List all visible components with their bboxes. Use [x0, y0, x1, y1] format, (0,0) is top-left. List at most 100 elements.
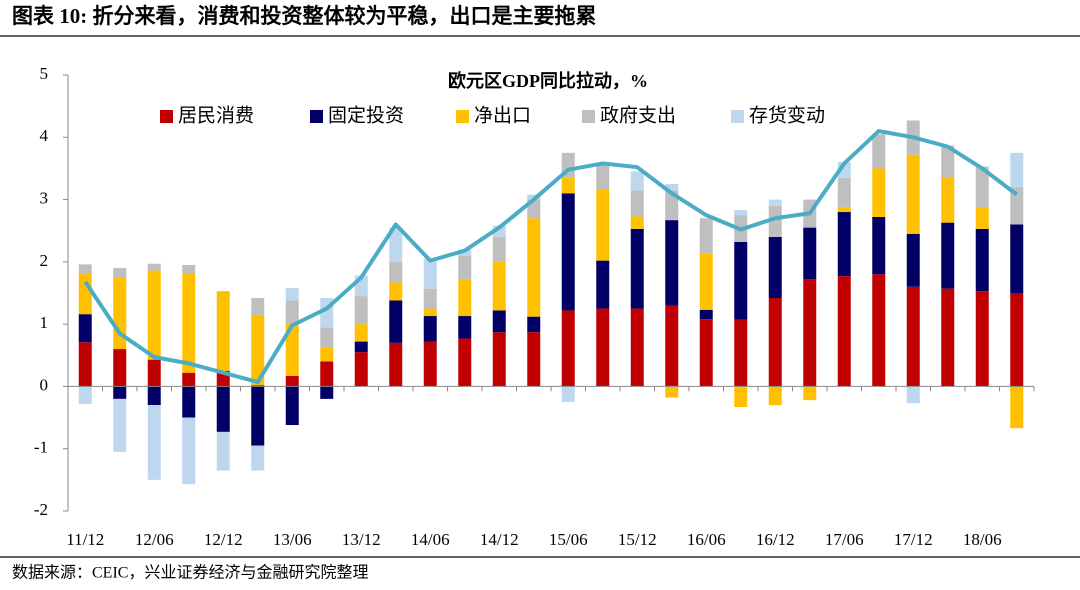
legend-label: 政府支出 — [600, 104, 676, 126]
x-tick-label: 12/12 — [204, 530, 243, 549]
bar-segment — [527, 218, 541, 317]
bar-segment — [78, 342, 92, 387]
bar-segment — [389, 300, 403, 343]
legend-label: 居民消费 — [178, 104, 254, 126]
bar-segment — [492, 225, 506, 237]
bar-segment — [423, 258, 437, 289]
bar-segment — [768, 236, 782, 298]
bar-segment — [1010, 152, 1024, 188]
x-tick-label: 16/06 — [687, 530, 726, 549]
bar-segment — [665, 386, 679, 398]
bar-segment — [216, 291, 230, 371]
bar-segment — [561, 310, 575, 387]
bar-segment — [182, 417, 196, 485]
bar-segment — [1010, 224, 1024, 293]
legend-label: 固定投资 — [328, 104, 404, 126]
bar-segment — [630, 171, 644, 191]
bar-segment — [320, 327, 334, 348]
bar-segment — [492, 236, 506, 262]
bar-segment — [492, 332, 506, 387]
y-tick-label: 2 — [40, 251, 49, 270]
bar-segment — [941, 288, 955, 387]
legend-swatch — [310, 110, 323, 123]
bar-segment — [182, 273, 196, 373]
bar-segment — [630, 190, 644, 217]
bar-segment — [320, 361, 334, 387]
source: 数据来源：CEIC，兴业证券经济与金融研究院整理 — [12, 564, 368, 582]
bar-segment — [630, 308, 644, 387]
bar-segment — [147, 386, 161, 406]
bar-segment — [768, 199, 782, 206]
x-tick-label: 17/12 — [894, 530, 933, 549]
chart-title: 欧元区GDP同比拉动，% — [448, 70, 648, 91]
bar-segment — [837, 177, 851, 208]
bar-segment — [354, 352, 368, 387]
bar-segment — [872, 134, 886, 169]
bar-segment — [803, 279, 817, 387]
bar-segment — [906, 286, 920, 387]
x-tick-label: 17/06 — [825, 530, 864, 549]
bar-segment — [285, 386, 299, 426]
bar-segment — [423, 316, 437, 342]
bar-segment — [527, 332, 541, 387]
bar-segment — [596, 260, 610, 309]
bar-segment — [1010, 293, 1024, 387]
legend-swatch — [160, 110, 173, 123]
bar-segment — [941, 145, 955, 178]
bar-segment — [251, 386, 265, 446]
bar-segment — [665, 184, 679, 191]
bar-segment — [182, 372, 196, 387]
bar-segment — [285, 288, 299, 301]
y-tick-label: 5 — [40, 64, 49, 83]
bar-segment — [699, 218, 713, 254]
legend-swatch — [456, 110, 469, 123]
bar-segment — [803, 386, 817, 401]
bar-segment — [113, 386, 127, 399]
y-tick-label: 3 — [40, 188, 49, 207]
x-tick-label: 15/06 — [549, 530, 588, 549]
bar-segment — [458, 279, 472, 317]
x-tick-label: 11/12 — [66, 530, 104, 549]
x-tick-label: 18/06 — [963, 530, 1002, 549]
bar-segment — [354, 324, 368, 342]
bar-segment — [216, 386, 230, 432]
bar-segment — [78, 264, 92, 274]
bar-segment — [975, 228, 989, 292]
bar-segment — [492, 310, 506, 333]
bar-segment — [251, 445, 265, 471]
bar-segment — [251, 385, 265, 387]
legend-swatch — [731, 110, 744, 123]
bar-segment — [975, 207, 989, 229]
bar-segment — [251, 314, 265, 386]
bar-segment — [389, 342, 403, 387]
bar-segment — [78, 273, 92, 315]
bar-segment — [699, 309, 713, 320]
bar-segment — [285, 324, 299, 376]
bar-segment — [734, 241, 748, 320]
bar-segment — [251, 297, 265, 315]
bar-segment — [630, 228, 644, 309]
bar-segment — [113, 268, 127, 278]
bar-segment — [596, 308, 610, 387]
legend-swatch — [582, 110, 595, 123]
legend-label: 净出口 — [474, 104, 531, 126]
bar-segment — [665, 305, 679, 387]
bar-segment — [320, 386, 334, 399]
line-series — [83, 129, 1018, 385]
bar-segment — [872, 168, 886, 218]
bar-segment — [78, 314, 92, 343]
bar-segment — [113, 398, 127, 452]
bar-segment — [1010, 187, 1024, 225]
bar-segment — [147, 359, 161, 387]
bar-segment — [458, 316, 472, 339]
x-tick-label: 13/12 — [342, 530, 381, 549]
bar-segment — [734, 386, 748, 407]
bar-segment — [285, 300, 299, 325]
bar-segment — [837, 212, 851, 277]
bar-segment — [906, 386, 920, 404]
x-tick-label: 14/12 — [480, 530, 519, 549]
bar-segment — [182, 264, 196, 274]
y-tick-label: 4 — [40, 126, 49, 145]
bar-segment — [837, 207, 851, 213]
bar-segment — [423, 308, 437, 317]
